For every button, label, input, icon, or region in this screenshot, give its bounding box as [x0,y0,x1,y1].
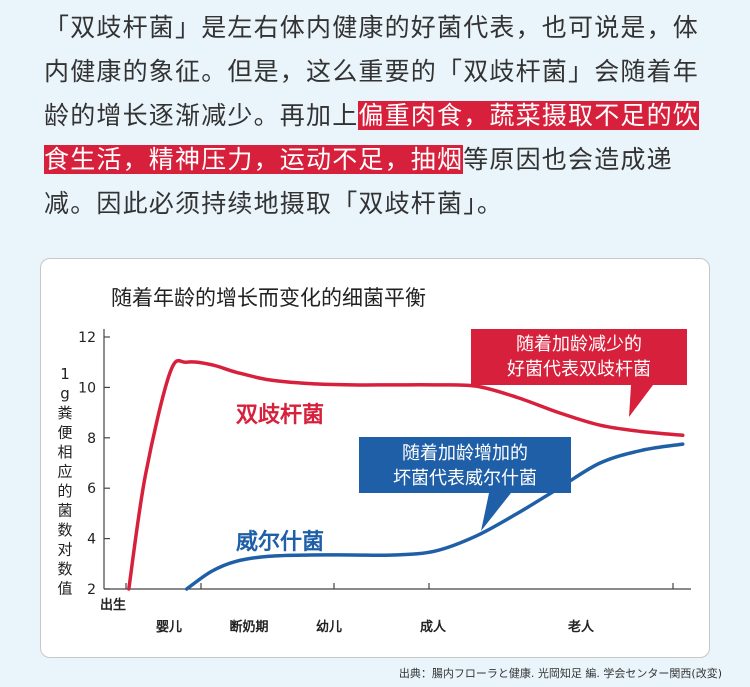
y-tick-label: 4 [87,532,96,548]
chart-card: 随着年龄的增长而变化的细菌平衡 1 g 粪便相应的菌数对数值 2 4 6 8 10 12 出生… [40,258,710,658]
series-lines [127,358,685,591]
intro-text-after: 等原因也会造成递减。因此必须持续地摄取「双歧杆菌」。 [44,145,673,218]
x-tick-label: 断奶期 [229,619,268,635]
x-tick-label: 出生 [100,597,126,613]
chart-title: 随着年龄的增长而变化的细菌平衡 [111,286,426,310]
x-tick-label: 成人 [420,619,447,635]
bifido-callout-line: 随着加龄减少的 [516,334,642,355]
y-axis-label-text: 1 g 粪便相应的菌数对数值 [57,365,72,598]
bifido-callout-line: 好菌代表双歧杆菌 [507,359,651,380]
welchii-series-label: 威尔什菌 [236,529,324,555]
y-tick-label: 10 [78,380,96,396]
axes [103,329,691,590]
x-tick-label: 幼儿 [316,619,342,635]
bacteria-balance-chart: 随着年龄的增长而变化的细菌平衡 1 g 粪便相应的菌数对数值 2 4 6 8 10 12 出生… [57,286,691,635]
source-note: 出典：腸内フローラと健康. 光岡知足 編. 学会センター関西(改変) [398,667,722,680]
intro-paragraph: 「双歧杆菌」是左右体内健康的好菌代表，也可说是，体内健康的象征。但是，这么重要的… [44,6,724,226]
y-tick-label: 2 [87,582,96,598]
bifido-line [127,358,685,591]
y-axis-label: 1 g 粪便相应的菌数对数值 [57,365,72,598]
y-tick-label: 8 [87,431,96,447]
y-ticks: 2 4 6 8 10 12 [78,330,110,598]
intro-text-before: 「双歧杆菌」是左右体内健康的好菌代表，也可说是，体内健康的象征。但是，这么重要的… [44,13,700,130]
x-tick-label: 婴儿 [156,619,182,635]
welchii-callout-line: 随着加龄增加的 [402,443,528,464]
bifido-series-label: 双歧杆菌 [236,403,324,428]
welchii-callout-line: 坏菌代表威尔什菌 [393,468,537,489]
welchii-callout-box [359,437,571,531]
y-tick-label: 12 [78,330,96,346]
x-tick-label: 老人 [567,619,595,635]
y-tick-label: 6 [87,481,96,497]
welchii-line [184,442,685,591]
bifido-callout-box [471,329,687,417]
